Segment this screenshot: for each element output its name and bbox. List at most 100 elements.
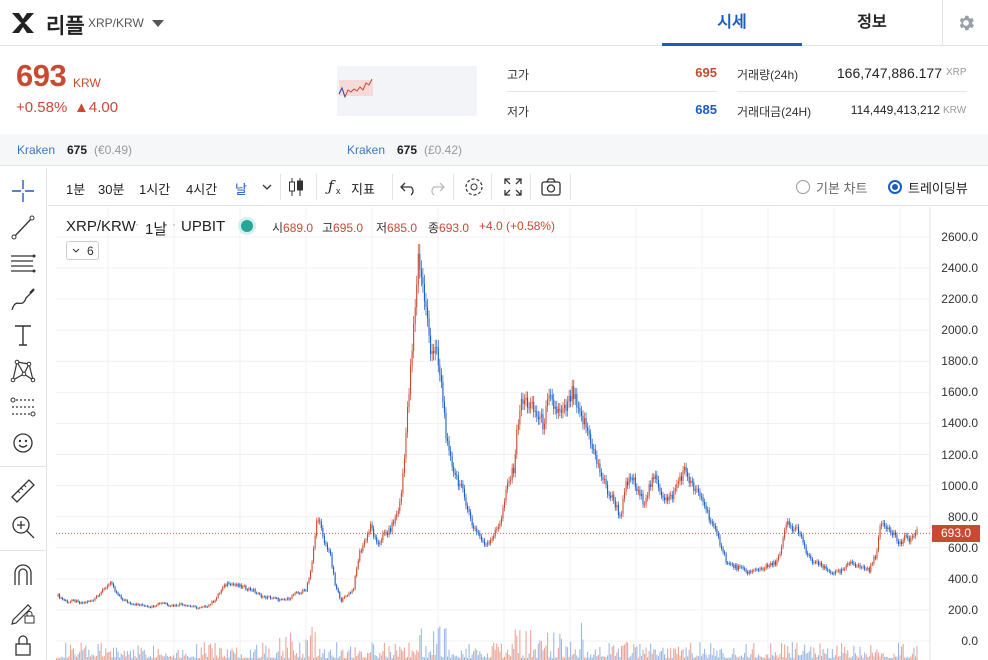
candle-body bbox=[253, 589, 255, 591]
candle-body bbox=[487, 542, 489, 545]
tradingview-radio[interactable] bbox=[888, 180, 902, 194]
text-icon[interactable] bbox=[8, 320, 38, 350]
timeframe-1h[interactable]: 1시간 bbox=[139, 182, 171, 197]
timeframe-4h[interactable]: 4시간 bbox=[186, 182, 218, 197]
volume-bar bbox=[844, 646, 846, 660]
volume-bar bbox=[714, 655, 716, 660]
exchange-name[interactable]: Kraken bbox=[17, 143, 56, 157]
candle-body bbox=[430, 335, 432, 355]
volume-bar bbox=[430, 651, 432, 660]
chevron-down-icon[interactable] bbox=[150, 17, 166, 29]
volume-bar bbox=[911, 653, 913, 660]
candle-body bbox=[507, 483, 509, 490]
indicators-button[interactable]: 지표 bbox=[351, 182, 375, 197]
candle-body bbox=[574, 394, 576, 399]
candle-body bbox=[496, 529, 498, 530]
basic-chart-radio[interactable] bbox=[796, 180, 810, 194]
timeframe-1d[interactable]: 날 bbox=[235, 182, 247, 197]
volume-bar bbox=[616, 652, 618, 660]
basic-chart-label[interactable]: 기본 차트 bbox=[816, 181, 868, 196]
volume-bar bbox=[528, 653, 530, 660]
volume-bar bbox=[145, 654, 147, 660]
emoji-icon[interactable] bbox=[8, 428, 38, 458]
y-tick-label: 1200.0 bbox=[941, 447, 978, 462]
settings-button[interactable] bbox=[942, 0, 988, 46]
candle-body bbox=[737, 566, 739, 570]
candle-body bbox=[334, 573, 336, 585]
volume-bar bbox=[850, 657, 852, 660]
pair-selector[interactable]: XRP/KRW bbox=[88, 16, 144, 30]
candle-body bbox=[273, 597, 275, 599]
fx-icon[interactable]: ƒ bbox=[328, 177, 334, 195]
candle-body bbox=[311, 562, 313, 572]
volume-bar bbox=[468, 644, 470, 660]
camera-icon[interactable] bbox=[539, 175, 563, 199]
candle-body bbox=[329, 550, 332, 555]
zoom-in-icon[interactable] bbox=[8, 512, 38, 542]
chevron-down-icon[interactable] bbox=[255, 175, 279, 199]
candle-body bbox=[871, 563, 873, 565]
volume-bar bbox=[180, 657, 182, 660]
candle-body bbox=[543, 423, 546, 430]
fib-retracement-icon[interactable] bbox=[8, 392, 38, 422]
indicators-collapse-button[interactable]: 6 bbox=[66, 241, 99, 260]
tab-info[interactable]: 정보 bbox=[857, 14, 887, 31]
volume-bar bbox=[482, 657, 484, 660]
candles-icon[interactable] bbox=[284, 175, 308, 199]
gear-icon[interactable] bbox=[462, 175, 486, 199]
exchange-price-row: Kraken 675 (€0.49) Kraken 675 (£0.42) bbox=[0, 134, 988, 166]
volume-bar bbox=[234, 653, 236, 660]
volume-bar bbox=[771, 655, 773, 660]
candle-body bbox=[280, 599, 282, 601]
volume-bar bbox=[685, 647, 687, 660]
crosshair-icon[interactable] bbox=[8, 176, 38, 206]
volume-bar bbox=[117, 651, 119, 660]
volume-bar bbox=[354, 647, 356, 660]
price-chart[interactable]: XRP/KRW · 1날 · UPBIT 시689.0 고695.0 저685.… bbox=[48, 207, 988, 660]
volume-bar bbox=[537, 643, 539, 660]
candle-body bbox=[727, 562, 729, 564]
candle-body bbox=[171, 605, 173, 607]
candle-body bbox=[223, 584, 225, 588]
candle-body bbox=[112, 583, 115, 587]
volume-bar bbox=[841, 643, 843, 660]
redo-icon[interactable] bbox=[424, 175, 448, 199]
volume-bar bbox=[545, 645, 547, 660]
timeframe-30m[interactable]: 30분 bbox=[98, 182, 125, 197]
volume-bar bbox=[899, 655, 901, 660]
candle-body bbox=[639, 489, 641, 497]
candle-body bbox=[901, 541, 903, 544]
volume-bar bbox=[560, 639, 562, 660]
trend-line-icon[interactable] bbox=[8, 212, 38, 242]
volume-bar bbox=[596, 656, 598, 660]
volume-bar bbox=[159, 654, 161, 660]
tab-quote[interactable]: 시세 bbox=[662, 0, 802, 46]
volume-bar bbox=[363, 657, 365, 660]
exchange-name[interactable]: Kraken bbox=[347, 143, 386, 157]
y-tick-label: 1600.0 bbox=[941, 385, 978, 400]
volume-bar bbox=[668, 657, 670, 660]
tradingview-label[interactable]: 트레이딩뷰 bbox=[908, 181, 968, 196]
candle-body bbox=[499, 523, 501, 527]
volume-bar bbox=[491, 646, 493, 660]
y-tick-label: 800.0 bbox=[947, 509, 978, 524]
volume-bar bbox=[533, 650, 535, 660]
lock-icon[interactable] bbox=[8, 630, 38, 660]
ruler-icon[interactable] bbox=[8, 476, 38, 506]
magnet-icon[interactable] bbox=[8, 560, 38, 590]
volume-bar bbox=[867, 657, 869, 660]
candlestick-chart[interactable] bbox=[48, 207, 988, 660]
volume-bar bbox=[576, 655, 578, 660]
lock-drawing-icon[interactable] bbox=[8, 596, 38, 626]
horizontal-lines-icon[interactable] bbox=[8, 248, 38, 278]
fullscreen-icon[interactable] bbox=[501, 175, 525, 199]
candle-body bbox=[725, 553, 727, 563]
volume-bar bbox=[72, 648, 75, 660]
pattern-icon[interactable] bbox=[8, 356, 38, 386]
timeframe-1m[interactable]: 1분 bbox=[66, 182, 86, 197]
brush-icon[interactable] bbox=[8, 284, 38, 314]
undo-icon[interactable] bbox=[397, 175, 421, 199]
candle-body bbox=[554, 406, 556, 409]
candle-body bbox=[845, 565, 847, 569]
candle-body bbox=[391, 522, 393, 532]
